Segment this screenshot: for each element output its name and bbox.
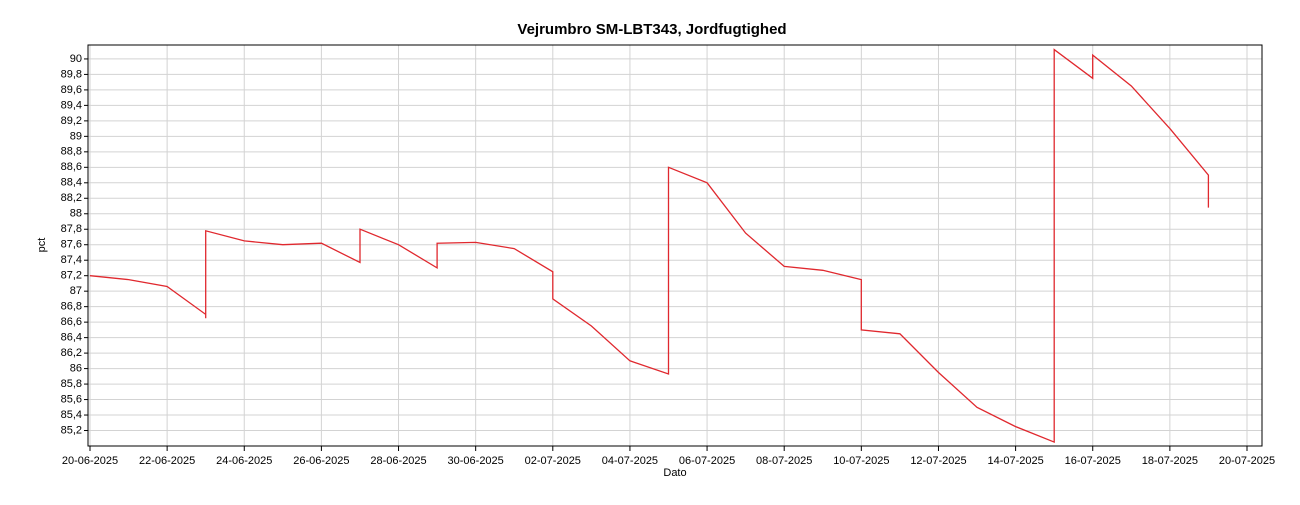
plot-border [87,44,1263,447]
y-tick-label: 86,4 [61,332,82,344]
y-tick-label: 87,4 [61,254,82,266]
y-axis-label: pct [36,238,48,253]
y-tick-label: 89,4 [61,99,82,111]
y-tick-label: 87 [70,285,82,297]
x-tick-label: 28-06-2025 [370,455,426,467]
x-tick-label: 08-07-2025 [756,455,812,467]
y-tick-label: 89,6 [61,84,82,96]
x-tick-label: 30-06-2025 [448,455,504,467]
y-tick-label: 88,6 [61,161,82,173]
y-tick-label: 89,8 [61,68,82,80]
x-tick-label: 20-06-2025 [62,455,118,467]
x-tick-label: 14-07-2025 [987,455,1043,467]
x-tick-label: 20-07-2025 [1219,455,1275,467]
plot-background [88,45,1262,446]
x-tick-label: 06-07-2025 [679,455,735,467]
x-tick-label: 12-07-2025 [910,455,966,467]
y-tick-label: 86,8 [61,301,82,313]
y-tick-label: 88,4 [61,177,82,189]
y-tick-label: 86 [70,362,82,374]
y-tick-label: 89 [70,130,82,142]
y-tick-label: 88,8 [61,146,82,158]
x-axis-label: Dato [663,467,686,479]
plot-area [89,48,1210,444]
data-line [89,48,1210,444]
x-tick-label: 02-07-2025 [525,455,581,467]
y-tick-label: 85,6 [61,393,82,405]
x-tick-label: 22-06-2025 [139,455,195,467]
x-tick-label: 04-07-2025 [602,455,658,467]
x-tick-label: 18-07-2025 [1142,455,1198,467]
grid: 85,2 85,4 85,6 85,8 86 86,2 86,4 86,6 86,8 87 87,2… [61,44,1275,467]
x-tick-label: 10-07-2025 [833,455,889,467]
y-tick-label: 89,2 [61,115,82,127]
y-tick-label: 85,4 [61,409,82,421]
x-tick-label: 16-07-2025 [1065,455,1121,467]
y-tick-label: 87,8 [61,223,82,235]
y-tick-label: 85,2 [61,424,82,436]
y-tick-label: 88 [70,208,82,220]
chart-title: Vejrumbro SM-LBT343, Jordfugtighed [517,21,786,38]
y-tick-label: 86,6 [61,316,82,328]
x-tick-label: 26-06-2025 [293,455,349,467]
y-tick-label: 90 [70,53,82,65]
y-tick-label: 86,2 [61,347,82,359]
y-tick-label: 87,6 [61,239,82,251]
x-tick-label: 24-06-2025 [216,455,272,467]
y-tick-label: 85,8 [61,378,82,390]
y-tick-label: 87,2 [61,270,82,282]
y-tick-label: 88,2 [61,192,82,204]
